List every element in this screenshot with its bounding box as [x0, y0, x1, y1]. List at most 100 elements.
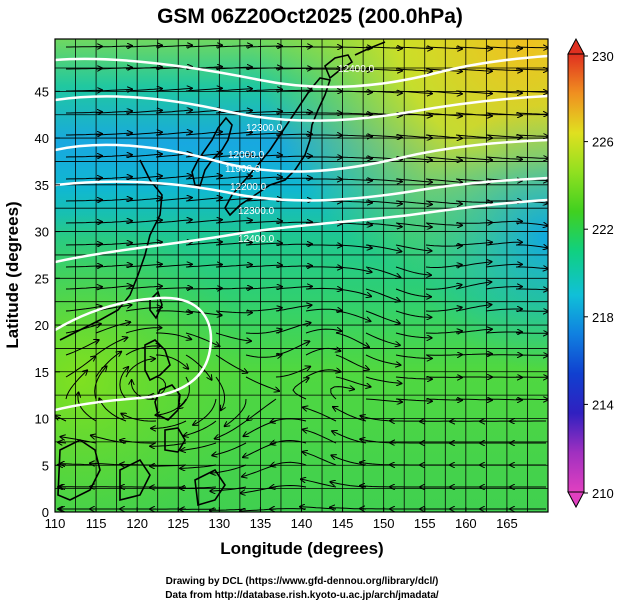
- streamline: [125, 154, 162, 158]
- streamline: [245, 155, 282, 157]
- contour-label: 12200.0: [230, 182, 267, 193]
- streamline: [65, 370, 87, 400]
- contour-label: 12300.0: [238, 206, 275, 217]
- streamline: [65, 266, 102, 267]
- streamline: [95, 199, 132, 201]
- streamline: [485, 91, 522, 93]
- streamline: [66, 112, 102, 113]
- streamline: [65, 340, 99, 356]
- contour-label-group: 12300.0 12000.0 11900.0 12400.0 12200.0 …: [225, 64, 375, 245]
- streamline: [65, 287, 102, 289]
- streamline: [155, 264, 192, 267]
- streamline: [515, 135, 548, 136]
- y-tick-label: 0: [42, 505, 49, 520]
- streamline: [275, 244, 312, 245]
- streamline: [245, 355, 282, 358]
- streamline: [95, 286, 132, 290]
- streamline: [212, 442, 247, 455]
- streamline: [335, 135, 372, 137]
- streamline: [485, 47, 522, 48]
- streamline: [245, 221, 282, 223]
- streamline: [131, 380, 157, 400]
- streamline: [303, 430, 337, 444]
- streamline: [335, 354, 369, 370]
- streamline: [121, 414, 157, 422]
- streamline: [275, 156, 312, 157]
- streamline: [215, 354, 247, 373]
- streamline: [455, 262, 492, 268]
- streamline: [185, 265, 222, 268]
- streamline: [365, 288, 400, 301]
- x-tick-label: 140: [291, 516, 313, 531]
- streamline: [125, 110, 162, 113]
- streamline: [455, 112, 492, 116]
- streamline: [330, 387, 354, 400]
- x-axis-title: Longitude (degrees): [220, 539, 383, 558]
- streamline: [395, 91, 432, 94]
- streamline: [65, 178, 102, 179]
- streamline: [66, 68, 102, 69]
- streamline: [185, 242, 222, 246]
- streamline: [245, 177, 282, 179]
- streamline: [335, 266, 372, 272]
- streamline: [292, 378, 309, 400]
- streamline: [335, 310, 370, 321]
- streamline: [99, 399, 127, 422]
- streamline: [215, 198, 252, 202]
- streamline: [94, 366, 107, 400]
- streamline: [365, 354, 400, 365]
- streamline: [210, 486, 247, 491]
- streamline: [65, 200, 102, 201]
- streamline: [215, 220, 252, 223]
- streamline: [119, 367, 128, 400]
- streamline: [365, 222, 402, 227]
- streamline: [155, 288, 192, 289]
- streamline: [335, 157, 372, 159]
- streamline: [485, 113, 522, 115]
- streamline: [225, 398, 247, 426]
- streamline: [215, 132, 252, 135]
- credit-data: Data from http://database.rish.kyoto-u.a…: [165, 590, 439, 601]
- streamline: [95, 177, 132, 179]
- y-tick-label: 25: [35, 271, 49, 286]
- contour-label: 12400.0: [238, 234, 275, 245]
- streamline: [455, 69, 492, 71]
- streamline: [516, 223, 548, 226]
- streamline: [95, 352, 121, 378]
- streamline: [515, 91, 548, 92]
- streamline: [455, 242, 492, 245]
- streamline: [335, 113, 372, 114]
- streamline: [61, 437, 97, 444]
- plot-area: 12300.0 12000.0 11900.0 12400.0 12200.0 …: [54, 38, 549, 513]
- streamline: [335, 332, 369, 347]
- streamline: [395, 377, 432, 379]
- colorbar-tick-label: 222: [592, 222, 614, 237]
- streamline: [180, 487, 217, 488]
- streamline: [365, 135, 402, 137]
- contour-label: 11900.0: [225, 164, 261, 175]
- streamline: [125, 328, 161, 334]
- streamline: [181, 442, 217, 451]
- streamline: [215, 176, 252, 180]
- streamline: [125, 220, 162, 224]
- streamline: [485, 157, 522, 159]
- streamline: [247, 398, 277, 420]
- streamline: [455, 91, 492, 94]
- y-tick-labels: 0 5 10 15 20 25 30 35 40 45: [35, 84, 60, 520]
- streamline: [275, 90, 312, 91]
- streamline: [271, 441, 307, 445]
- streamline: [180, 464, 217, 468]
- streamline: [485, 332, 522, 333]
- streamline: [305, 370, 341, 378]
- streamline: [425, 331, 462, 333]
- streamline: [395, 47, 432, 49]
- streamline: [65, 222, 102, 223]
- streamline: [275, 286, 312, 289]
- streamline: [515, 399, 548, 400]
- streamline: [155, 132, 192, 136]
- streamline: [335, 288, 371, 296]
- colorbar-tick-label: 218: [592, 310, 614, 325]
- streamline: [155, 176, 192, 180]
- streamline: [275, 134, 312, 135]
